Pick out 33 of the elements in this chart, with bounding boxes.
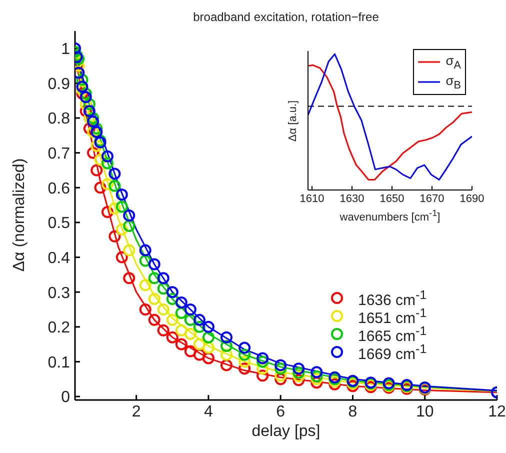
x-tick-label: 4 <box>204 403 213 420</box>
chart-title: broadband excitation, rotation−free <box>192 10 380 24</box>
y-axis-title: Δα (normalized) <box>11 158 29 272</box>
x-tick-label: 1690 <box>460 192 484 205</box>
y-tick-label: 0 <box>61 389 70 406</box>
y-tick-label: 0.6 <box>48 180 70 198</box>
y-tick-label: 0.1 <box>48 354 70 372</box>
x-tick-label: 1670 <box>420 192 444 205</box>
legend-label: σ$_{A}$ <box>446 52 461 72</box>
y-tick-label: 0.5 <box>48 215 70 232</box>
legend-label: 1669 cm$^{-1}$ <box>358 342 427 362</box>
y-tick-label: 0.4 <box>48 250 70 267</box>
x-tick-label: 1650 <box>380 192 404 205</box>
legend-label: 1636 cm$^{-1}$ <box>358 288 427 308</box>
x-tick-label: 10 <box>416 403 434 420</box>
y-tick-label: 0.2 <box>48 320 70 337</box>
x-tick-label: 8 <box>348 403 358 420</box>
y-tick-label: 0.3 <box>48 284 70 302</box>
legend-label: 1651 cm$^{-1}$ <box>358 306 427 326</box>
y-tick-label: 0.9 <box>48 76 70 93</box>
x-tick-label: 1630 <box>340 192 364 205</box>
x-tick-label: 2 <box>132 403 141 420</box>
y-tick-label: 0.8 <box>48 110 70 128</box>
y-axis-title: Δα [a.u.] <box>287 100 299 142</box>
y-tick-label: 0.7 <box>48 146 70 163</box>
x-tick-label: 6 <box>276 403 286 420</box>
x-tick-label: 12 <box>488 403 506 420</box>
legend-label: 1665 cm$^{-1}$ <box>358 324 427 344</box>
x-axis-title: wavenumbers [cm$^{-1}$] <box>338 208 442 224</box>
x-axis-title: delay [ps] <box>250 423 322 441</box>
x-tick-label: 1610 <box>300 192 324 205</box>
y-tick-label: 1 <box>61 41 70 58</box>
legend-label: σ$_{B}$ <box>446 72 461 92</box>
